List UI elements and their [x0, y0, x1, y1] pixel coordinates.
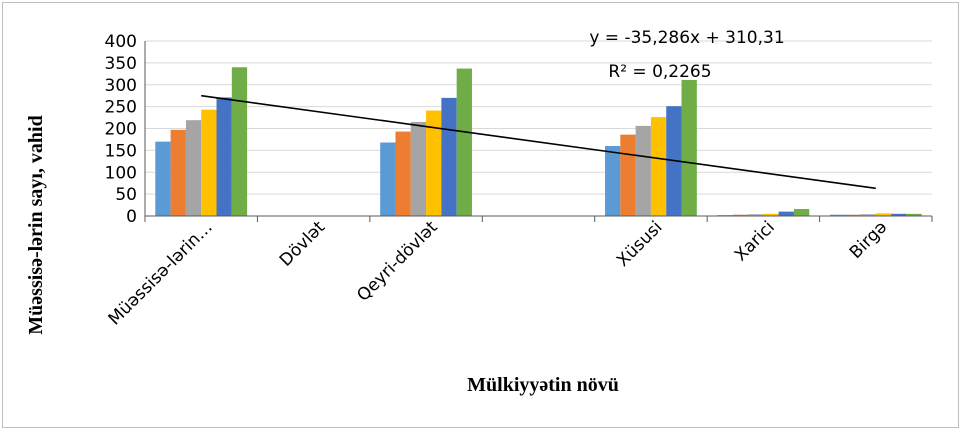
bar — [875, 213, 892, 216]
bar — [201, 109, 217, 216]
bar — [620, 134, 636, 216]
trendline — [201, 94, 876, 190]
x-tick-label: Xarici — [731, 217, 779, 265]
x-tick-labels: Müəssisə-lərin… Dövlət Qeyri-dövlət Xüsusi X… — [105, 217, 892, 329]
bar — [441, 97, 457, 216]
bar — [906, 213, 922, 216]
y-tick-label: 50 — [115, 185, 137, 205]
bar — [845, 214, 861, 216]
y-tick-label: 300 — [105, 76, 137, 96]
y-axis-title: Müəssisə-lərin sayı, vahid — [25, 115, 47, 334]
bar — [185, 120, 202, 216]
x-tick-label: Xüsusi — [613, 217, 666, 270]
bar — [829, 214, 846, 216]
y-tick-label: 150 — [105, 141, 137, 161]
y-tick-label: 0 — [126, 207, 137, 227]
y-tick-label: 100 — [105, 163, 137, 183]
bar — [793, 209, 810, 216]
bar — [231, 67, 248, 216]
bar — [860, 214, 876, 216]
bar — [778, 211, 794, 216]
trendline-group — [201, 94, 876, 190]
bar — [410, 121, 427, 216]
bar — [426, 110, 442, 216]
bar — [891, 213, 907, 216]
bar — [763, 213, 779, 216]
x-tick-label: Dövlət — [276, 217, 330, 271]
trendline-equation: y = -35,286x + 310,31 — [589, 28, 784, 48]
bar — [155, 141, 171, 216]
bar — [650, 117, 667, 216]
x-axis-title: Mülkiyyətin növü — [467, 374, 619, 396]
x-tick-label: Qeyri-dövlət — [353, 217, 442, 306]
y-tick-label: 350 — [105, 54, 137, 74]
bar — [748, 214, 764, 216]
bars — [155, 67, 922, 216]
x-tick-label: Müəssisə-lərin… — [105, 217, 217, 329]
trendline-r2: R² = 0,2265 — [608, 62, 711, 82]
bar — [681, 79, 697, 216]
bar — [395, 131, 411, 216]
bar — [216, 97, 232, 216]
bar — [605, 146, 621, 216]
y-tick-label: 250 — [105, 98, 137, 118]
y-tick-label: 200 — [105, 120, 137, 140]
bar — [635, 125, 651, 216]
x-tick-label: Birgə — [846, 217, 891, 262]
bar — [380, 142, 396, 216]
axes — [144, 41, 933, 222]
bar — [732, 214, 749, 216]
gridlines — [145, 40, 932, 195]
bar — [456, 68, 472, 216]
bar — [170, 129, 186, 216]
y-tick-label: 400 — [105, 32, 137, 52]
